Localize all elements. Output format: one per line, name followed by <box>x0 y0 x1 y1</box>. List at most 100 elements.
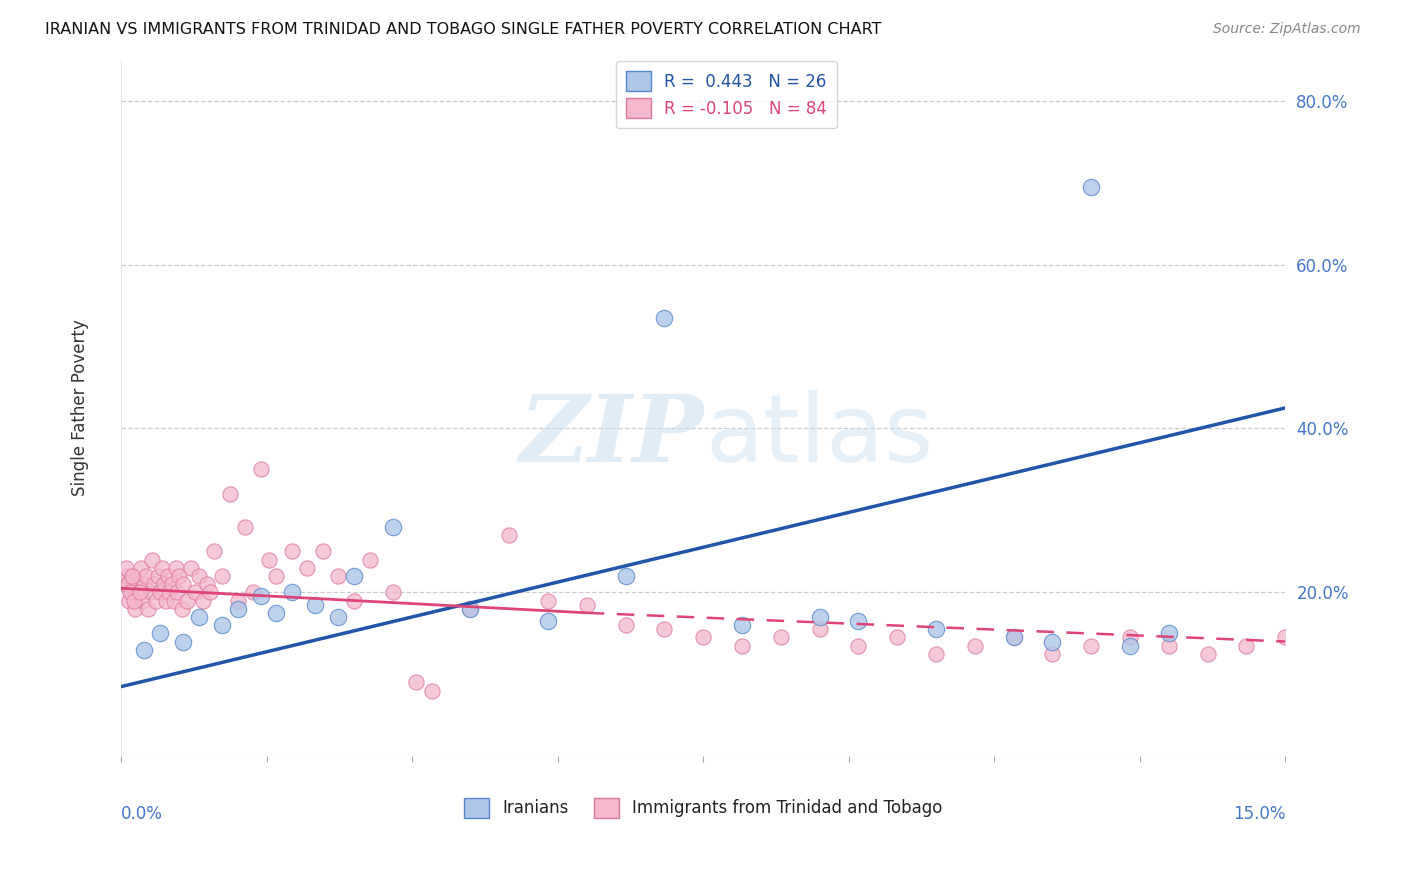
Point <box>614 618 637 632</box>
Point <box>242 585 264 599</box>
Point <box>328 610 350 624</box>
Point <box>731 618 754 632</box>
Point <box>141 552 163 566</box>
Point <box>117 577 139 591</box>
Point <box>312 544 335 558</box>
Point <box>172 634 194 648</box>
Point <box>381 520 404 534</box>
Point <box>808 610 831 624</box>
Text: 0.0%: 0.0% <box>121 805 163 823</box>
Point <box>808 622 831 636</box>
Point <box>1197 647 1219 661</box>
Point <box>925 622 948 636</box>
Point <box>129 560 152 574</box>
Legend: Iranians, Immigrants from Trinidad and Tobago: Iranians, Immigrants from Trinidad and T… <box>457 791 949 824</box>
Point <box>1080 179 1102 194</box>
Point <box>848 614 870 628</box>
Point <box>195 577 218 591</box>
Point <box>614 569 637 583</box>
Point <box>1002 631 1025 645</box>
Point <box>405 675 427 690</box>
Point <box>124 601 146 615</box>
Point <box>163 593 186 607</box>
Point <box>235 520 257 534</box>
Point <box>142 577 165 591</box>
Point <box>165 560 187 574</box>
Point <box>128 585 150 599</box>
Point <box>118 585 141 599</box>
Point <box>1119 639 1142 653</box>
Point <box>160 577 183 591</box>
Point <box>135 569 157 583</box>
Point <box>169 569 191 583</box>
Point <box>343 593 366 607</box>
Point <box>172 577 194 591</box>
Point <box>575 598 598 612</box>
Point <box>121 569 143 583</box>
Point <box>118 593 141 607</box>
Point <box>218 487 240 501</box>
Point <box>381 585 404 599</box>
Point <box>153 577 176 591</box>
Point <box>250 462 273 476</box>
Point <box>184 585 207 599</box>
Text: atlas: atlas <box>706 390 934 482</box>
Point <box>211 618 233 632</box>
Point <box>266 606 288 620</box>
Point <box>132 593 155 607</box>
Point <box>134 577 156 591</box>
Point <box>114 577 136 591</box>
Point <box>150 560 173 574</box>
Point <box>211 569 233 583</box>
Point <box>886 631 908 645</box>
Point <box>266 569 288 583</box>
Point <box>1042 634 1064 648</box>
Text: 15.0%: 15.0% <box>1233 805 1285 823</box>
Point <box>460 601 482 615</box>
Point <box>769 631 792 645</box>
Point <box>145 593 167 607</box>
Point <box>187 610 209 624</box>
Point <box>148 569 170 583</box>
Point <box>250 590 273 604</box>
Point <box>187 569 209 583</box>
Point <box>537 614 560 628</box>
Point <box>149 626 172 640</box>
Point <box>281 585 304 599</box>
Point <box>498 528 520 542</box>
Point <box>176 593 198 607</box>
Point <box>200 585 222 599</box>
Point <box>138 601 160 615</box>
Point <box>226 593 249 607</box>
Point <box>692 631 714 645</box>
Text: Source: ZipAtlas.com: Source: ZipAtlas.com <box>1213 22 1361 37</box>
Point <box>281 544 304 558</box>
Point <box>328 569 350 583</box>
Point <box>134 642 156 657</box>
Point <box>1119 631 1142 645</box>
Point <box>156 569 179 583</box>
Point <box>166 585 188 599</box>
Point <box>1234 639 1257 653</box>
Point <box>1002 631 1025 645</box>
Point <box>925 647 948 661</box>
Point <box>343 569 366 583</box>
Point <box>731 639 754 653</box>
Point <box>460 601 482 615</box>
Point <box>202 544 225 558</box>
Point <box>1274 631 1296 645</box>
Point <box>226 601 249 615</box>
Point <box>157 585 180 599</box>
Point <box>963 639 986 653</box>
Point <box>149 585 172 599</box>
Point <box>139 585 162 599</box>
Point <box>304 598 326 612</box>
Point <box>155 593 177 607</box>
Point <box>359 552 381 566</box>
Text: IRANIAN VS IMMIGRANTS FROM TRINIDAD AND TOBAGO SINGLE FATHER POVERTY CORRELATION: IRANIAN VS IMMIGRANTS FROM TRINIDAD AND … <box>45 22 882 37</box>
Point <box>848 639 870 653</box>
Point <box>117 569 139 583</box>
Text: ZIP: ZIP <box>519 391 703 481</box>
Text: Single Father Poverty: Single Father Poverty <box>72 319 90 496</box>
Point <box>297 560 319 574</box>
